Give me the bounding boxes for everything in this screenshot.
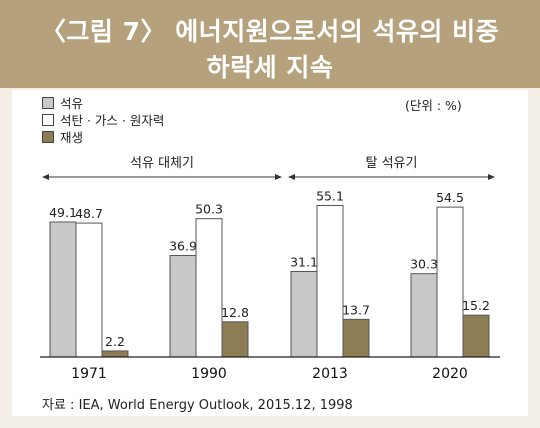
period-annotation-1: 석유 대체기 <box>130 156 194 171</box>
bar-coal-gas-nuclear-1990 <box>195 218 223 358</box>
value-label-oil-1990: 36.9 <box>169 239 197 254</box>
bar-renewable-2013 <box>342 318 370 358</box>
legend-swatch-coal-gas-nuclear <box>42 113 54 126</box>
legend-label-renewable: 재생 <box>60 130 84 145</box>
figure-title-line1: 〈그림 7〉 에너지원으로서의 석유의 비중 <box>40 17 500 46</box>
bar-coal-gas-nuclear-1971 <box>75 222 103 358</box>
legend-item-renewable: 재생 <box>42 128 164 145</box>
value-label-coal-gas-nuclear-2020: 54.5 <box>436 190 464 205</box>
value-label-coal-gas-nuclear-1971: 48.7 <box>75 206 103 221</box>
x-tick-label-1971: 1971 <box>71 366 107 382</box>
bar-renewable-1990 <box>221 321 249 358</box>
figure-header: 〈그림 7〉 에너지원으로서의 석유의 비중 하락세 지속 <box>0 0 540 88</box>
value-label-renewable-1971: 2.2 <box>105 334 125 349</box>
legend-item-oil: 석유 <box>42 94 164 111</box>
period-arrowhead-left-2 <box>288 174 295 180</box>
value-label-renewable-2020: 15.2 <box>462 298 490 313</box>
x-tick-label-2020: 2020 <box>432 366 468 382</box>
legend-item-coal-gas-nuclear: 석탄 · 가스 · 원자력 <box>42 111 164 128</box>
chart-legend: 석유 석탄 · 가스 · 원자력 재생 <box>42 94 164 145</box>
value-label-coal-gas-nuclear-1990: 50.3 <box>195 202 223 217</box>
x-tick-label-1990: 1990 <box>191 366 227 382</box>
value-label-coal-gas-nuclear-2013: 55.1 <box>316 188 344 203</box>
value-label-oil-2020: 30.3 <box>410 257 438 272</box>
period-annotation-2: 탈 석유기 <box>366 156 418 171</box>
figure-title-line2: 하락세 지속 <box>206 53 334 82</box>
x-tick-label-2013: 2013 <box>312 366 348 382</box>
bar-renewable-1971 <box>101 350 129 358</box>
bar-oil-2013 <box>290 270 318 358</box>
value-label-oil-1971: 49.1 <box>49 205 77 220</box>
unit-label: (단위 : %) <box>405 98 462 113</box>
period-arrowhead-left-1 <box>42 174 49 180</box>
legend-swatch-renewable <box>42 130 54 143</box>
bar-renewable-2020 <box>462 314 490 358</box>
bar-oil-2020 <box>410 273 438 358</box>
value-label-renewable-1990: 12.8 <box>221 305 249 320</box>
bar-coal-gas-nuclear-2020 <box>436 206 464 358</box>
period-arrowhead-right-1 <box>275 174 282 180</box>
bar-coal-gas-nuclear-2013 <box>316 204 344 358</box>
source-note: 자료 : IEA, World Energy Outlook, 2015.12,… <box>42 398 353 413</box>
value-label-renewable-2013: 13.7 <box>342 302 370 317</box>
legend-label-oil: 석유 <box>60 96 84 111</box>
legend-label-coal-gas-nuclear: 석탄 · 가스 · 원자력 <box>60 113 165 128</box>
value-label-oil-2013: 31.1 <box>290 254 318 269</box>
legend-swatch-oil <box>42 96 54 109</box>
bar-oil-1990 <box>169 255 197 358</box>
bar-oil-1971 <box>49 221 77 358</box>
period-arrowhead-right-2 <box>488 174 495 180</box>
